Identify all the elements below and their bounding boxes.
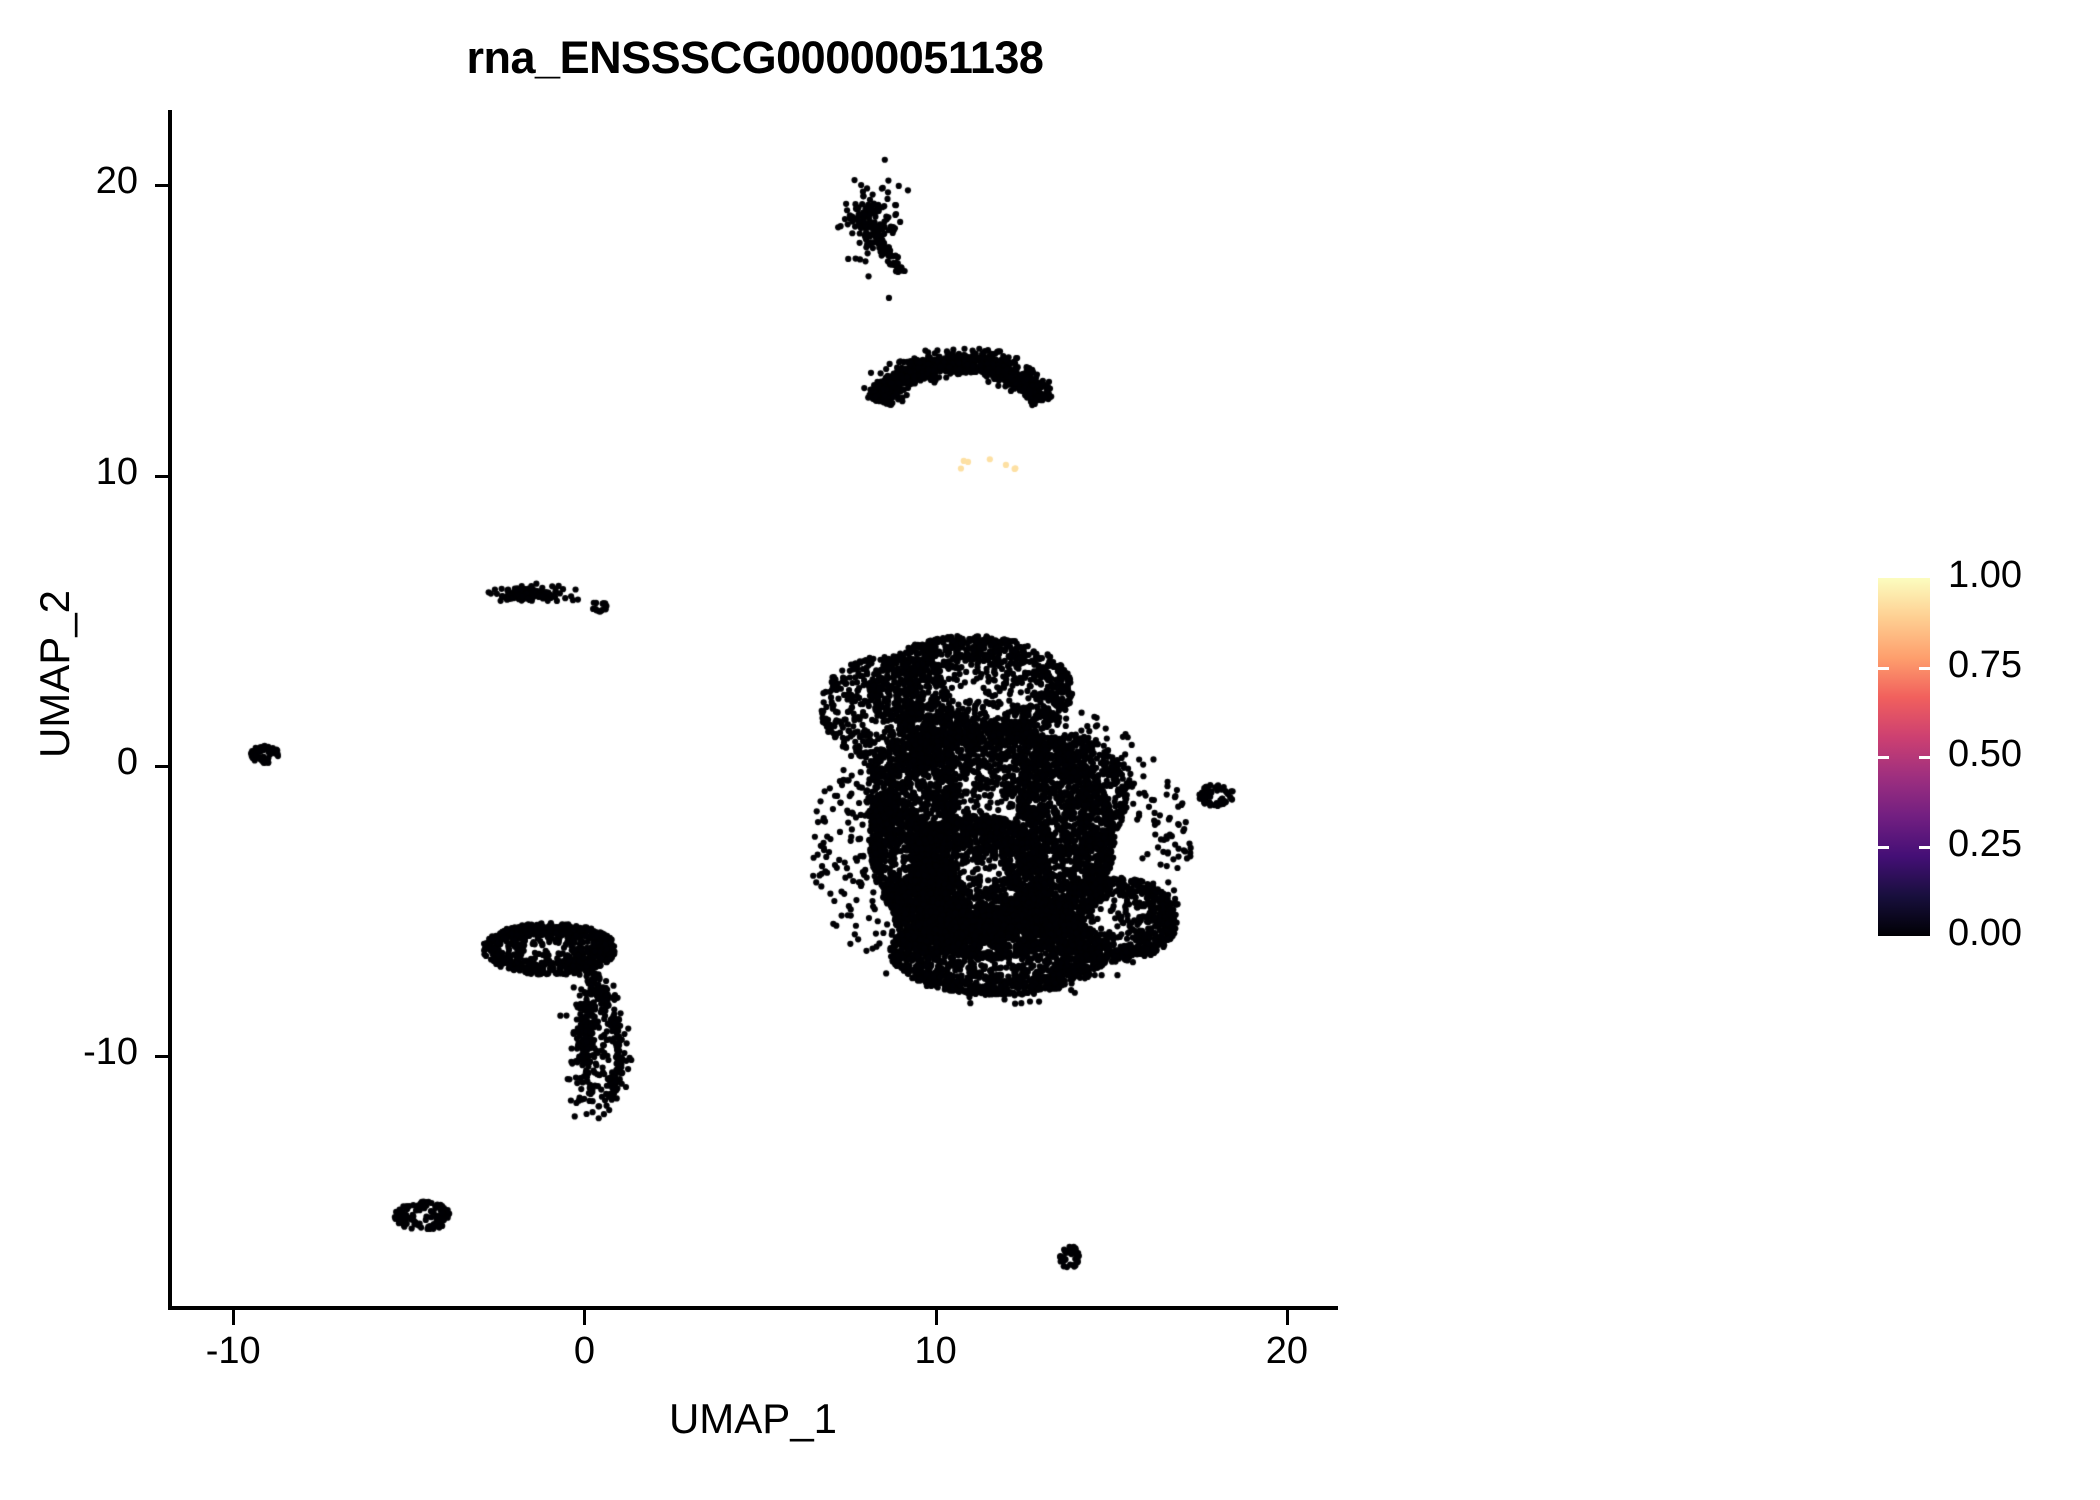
y-tick-label: 10 (95, 450, 138, 493)
x-tick-label: 0 (573, 1330, 595, 1372)
colorbar-tick-label: 0.50 (1948, 733, 2022, 775)
colorbar-tick-label: 0.00 (1948, 912, 2022, 954)
x-tick-label: 10 (914, 1330, 957, 1372)
colorbar-tick-mark (1919, 756, 1930, 759)
y-tick-mark (155, 474, 170, 478)
y-axis-title: UMAP_2 (31, 589, 78, 759)
colorbar-tick-label: 0.25 (1948, 822, 2022, 865)
colorbar-gradient[interactable] (1878, 578, 1930, 936)
colorbar-tick-label: 1.00 (1948, 554, 2022, 596)
colorbar-tick-mark (1878, 756, 1889, 759)
x-tick-mark (583, 1310, 587, 1325)
x-tick-label: -10 (205, 1330, 261, 1372)
scatter-points-layer (170, 110, 1336, 1306)
y-tick-mark (155, 184, 170, 188)
y-tick-mark (155, 1055, 170, 1059)
colorbar-tick-mark (1878, 666, 1889, 670)
y-tick-label: 20 (95, 160, 138, 203)
scatter-plot-panel (170, 110, 1336, 1306)
y-tick-mark (155, 765, 170, 769)
colorbar-tick-mark (1919, 845, 1930, 849)
y-tick-label: 0 (116, 741, 138, 784)
x-tick-mark (232, 1310, 236, 1325)
x-axis-line (168, 1306, 1338, 1310)
x-tick-mark (934, 1310, 938, 1325)
colorbar-tick-mark (1878, 845, 1889, 849)
x-tick-label: 20 (1265, 1330, 1308, 1372)
colorbar-tick-label: 0.75 (1948, 643, 2022, 686)
page-title: rna_ENSSSCG00000051138 (466, 32, 1044, 83)
colorbar-tick-mark (1919, 666, 1930, 670)
x-tick-mark (1285, 1310, 1289, 1325)
y-axis-line (168, 110, 172, 1310)
x-axis-title: UMAP_1 (668, 1395, 838, 1442)
y-tick-label: -10 (83, 1031, 138, 1074)
